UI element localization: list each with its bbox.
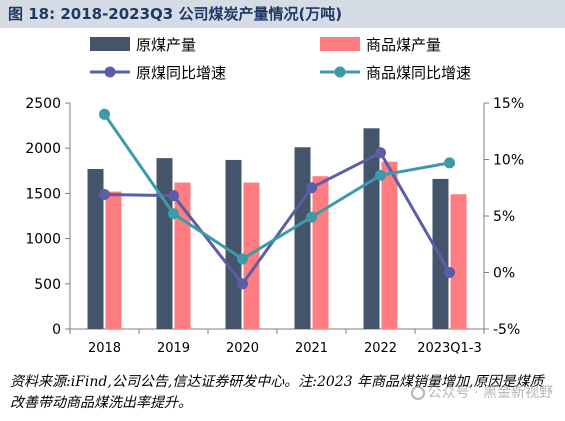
data-point-raw-coal-growth xyxy=(99,189,110,201)
legend-label: 原煤同比增速 xyxy=(136,64,226,82)
right-tick-label: -5% xyxy=(493,322,520,338)
legend-marker xyxy=(334,66,346,78)
bar-commercial-coal xyxy=(174,182,191,329)
bar-commercial-coal xyxy=(312,176,329,329)
right-tick-label: 10% xyxy=(493,153,524,169)
x-tick-label: 2022 xyxy=(364,341,397,356)
left-tick-label: 1500 xyxy=(25,186,61,202)
right-tick-label: 15% xyxy=(493,96,524,112)
data-point-raw-coal-growth xyxy=(168,190,179,202)
coal-production-chart: 0 500 1000 1500 2000 2500 -5% 0% 5% 10% 15% 2018 201… xyxy=(25,36,524,356)
data-point-commercial-coal-growth xyxy=(237,253,248,265)
right-tick-label: 5% xyxy=(493,209,515,225)
x-tick-label: 2020 xyxy=(226,341,259,356)
data-point-raw-coal-growth xyxy=(444,267,455,278)
figure-title: 图 18: 2018-2023Q3 公司煤炭产量情况(万吨) xyxy=(0,0,565,28)
bar-commercial-coal xyxy=(450,194,467,329)
bar-raw-coal xyxy=(87,168,104,329)
bar-raw-coal xyxy=(156,158,173,329)
x-tick-label: 2023Q1-3 xyxy=(417,341,482,356)
legend-swatch xyxy=(90,37,130,51)
watermark: 公众号 · 黑金新视野 xyxy=(410,382,553,402)
data-point-commercial-coal-growth xyxy=(168,208,179,220)
bar-commercial-coal xyxy=(243,182,260,329)
x-tick-label: 2019 xyxy=(157,341,190,356)
left-tick-label: 1000 xyxy=(25,232,61,248)
legend-swatch xyxy=(320,37,360,51)
data-point-raw-coal-growth xyxy=(306,182,317,194)
series-line-commercial-coal-growth xyxy=(103,113,450,261)
data-point-raw-coal-growth xyxy=(375,147,386,159)
wechat-icon xyxy=(410,386,425,400)
bar-raw-coal xyxy=(225,159,242,329)
data-point-commercial-coal-growth xyxy=(375,169,386,181)
bar-commercial-coal xyxy=(381,161,398,329)
legend-label: 原煤产量 xyxy=(136,36,196,54)
x-tick-label: 2021 xyxy=(295,341,328,356)
right-tick-label: 0% xyxy=(493,266,515,282)
left-tick-label: 2500 xyxy=(25,96,61,112)
legend-label: 商品煤产量 xyxy=(366,36,441,54)
left-tick-label: 2000 xyxy=(25,141,61,157)
left-tick-label: 500 xyxy=(34,277,61,293)
data-point-raw-coal-growth xyxy=(237,278,248,290)
x-tick-label: 2018 xyxy=(88,341,121,356)
data-point-commercial-coal-growth xyxy=(444,157,455,169)
watermark-text: 公众号 · 黑金新视野 xyxy=(427,385,553,401)
source-note-text: 资料来源:iFind,公司公告,信达证券研发中心。注:2023 年商品煤销量增加… xyxy=(10,374,544,411)
data-point-commercial-coal-growth xyxy=(306,211,317,223)
legend-label: 商品煤同比增速 xyxy=(366,64,471,82)
bar-commercial-coal xyxy=(105,191,122,329)
left-tick-label: 0 xyxy=(52,322,61,338)
data-point-commercial-coal-growth xyxy=(99,108,110,120)
bar-raw-coal xyxy=(294,147,311,329)
source-note: 资料来源:iFind,公司公告,信达证券研发中心。注:2023 年商品煤销量增加… xyxy=(10,372,555,414)
legend-marker xyxy=(104,66,116,78)
